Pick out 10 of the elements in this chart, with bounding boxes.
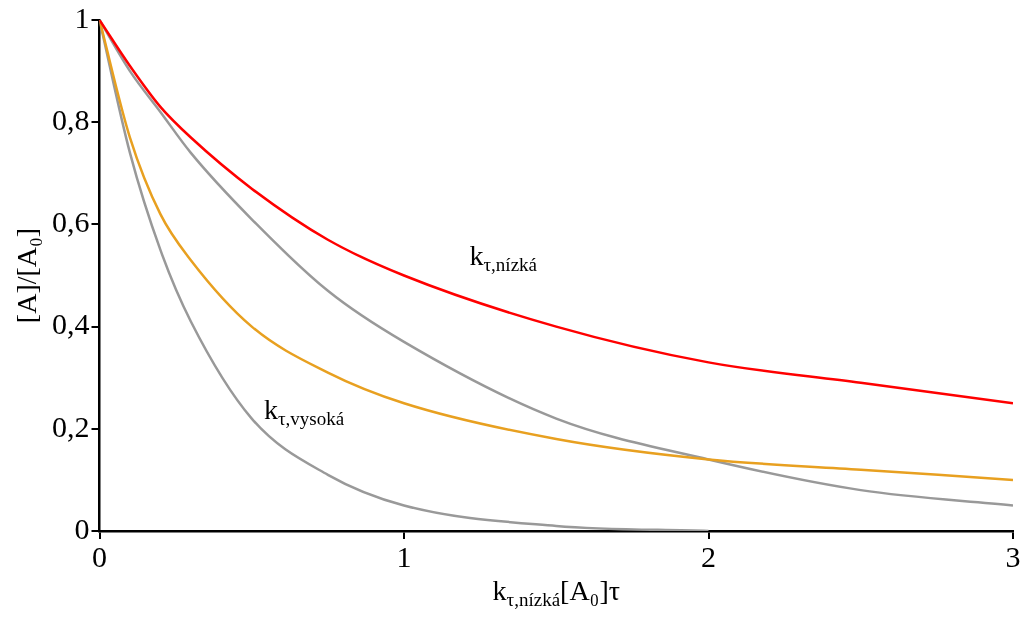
y-tick-label: 0,6 — [52, 205, 90, 239]
x-tick-label: 1 — [396, 539, 412, 573]
y-tick-label: 0 — [74, 511, 90, 545]
y-tick-label: 0,8 — [52, 103, 90, 137]
x-tick-label: 2 — [701, 539, 716, 573]
y-tick-label: 1 — [74, 0, 90, 34]
x-tick-label: 3 — [1005, 539, 1021, 573]
y-tick-label: 0,2 — [52, 409, 90, 443]
y-axis-title: [A]/[A₀] — [11, 227, 42, 324]
y-tick-label: 0,4 — [52, 307, 90, 341]
